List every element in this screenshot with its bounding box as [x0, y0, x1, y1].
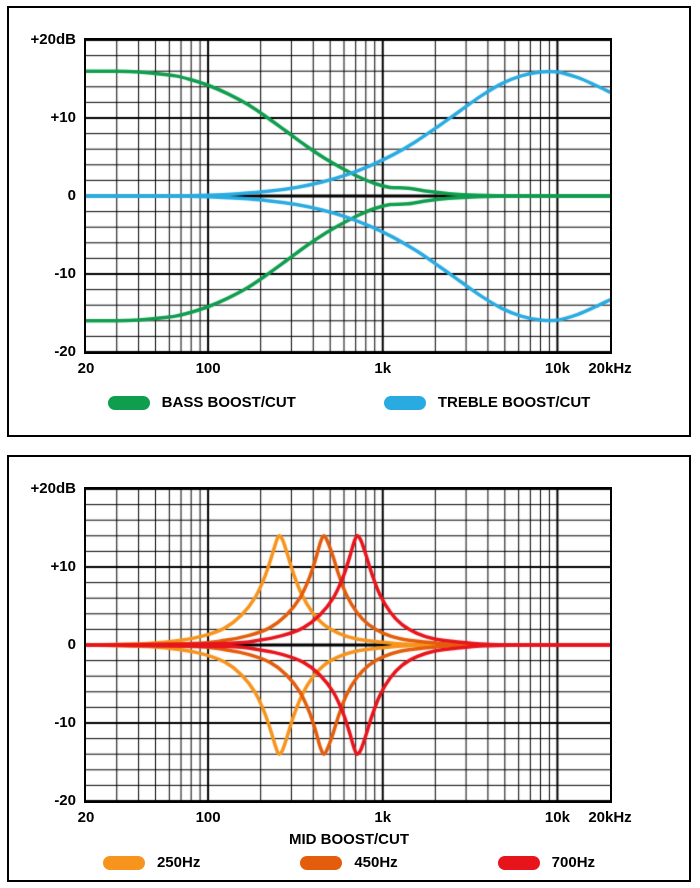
legend-color-swatch — [102, 855, 145, 870]
legend-label: 450Hz — [354, 854, 398, 871]
legend-item: TREBLE BOOST/CUT — [383, 394, 591, 411]
bass-treble-legend: BASS BOOST/CUT TREBLE BOOST/CUT — [9, 394, 689, 411]
x-tick-label: 10k — [544, 809, 570, 826]
y-tick-label: 0 — [67, 187, 76, 204]
y-tick-label: 0 — [67, 636, 76, 653]
legend-label: 700Hz — [551, 854, 596, 871]
legend-color-swatch — [300, 855, 343, 870]
bass-treble-chart-panel: BASS BOOST/CUT TREBLE BOOST/CUT +20dB +10 0… — [7, 6, 691, 437]
legend-item: BASS BOOST/CUT — [107, 394, 296, 411]
bass-treble-chart-canvas — [84, 38, 612, 354]
legend-item: 250Hz — [102, 854, 201, 871]
x-tick-label: 20 — [77, 809, 95, 826]
y-tick-label: -20 — [54, 792, 76, 809]
y-tick-label: -20 — [54, 343, 76, 360]
legend-color-swatch — [383, 395, 426, 410]
legend-color-swatch — [497, 855, 540, 870]
mid-legend: 250Hz 450Hz 700Hz — [9, 854, 689, 871]
y-tick-label: -10 — [54, 714, 76, 731]
y-tick-label: +20dB — [30, 480, 76, 497]
legend-item: 700Hz — [497, 854, 596, 871]
legend-item: 450Hz — [300, 854, 398, 871]
y-tick-label: -10 — [54, 265, 76, 282]
legend-label: 250Hz — [156, 854, 201, 871]
x-tick-label: 100 — [195, 360, 221, 377]
mid-chart-panel: MID BOOST/CUT 250Hz 450Hz 700Hz +20dB +10 0 -… — [7, 455, 691, 882]
x-tick-label: 1k — [374, 360, 392, 377]
y-tick-label: +10 — [50, 558, 76, 575]
x-axis-end-label: 20kHz — [588, 809, 632, 826]
y-tick-label: +10 — [50, 109, 76, 126]
x-axis-end-label: 20kHz — [588, 360, 632, 377]
legend-label: TREBLE BOOST/CUT — [437, 394, 591, 411]
mid-chart-canvas — [84, 487, 612, 803]
x-tick-label: 100 — [195, 809, 221, 826]
x-tick-label: 10k — [544, 360, 570, 377]
legend-label: BASS BOOST/CUT — [161, 394, 296, 411]
legend-color-swatch — [107, 395, 150, 410]
x-tick-label: 1k — [374, 809, 392, 826]
x-tick-label: 20 — [77, 360, 95, 377]
mid-chart-title: MID BOOST/CUT — [289, 831, 409, 848]
y-tick-label: +20dB — [30, 31, 76, 48]
